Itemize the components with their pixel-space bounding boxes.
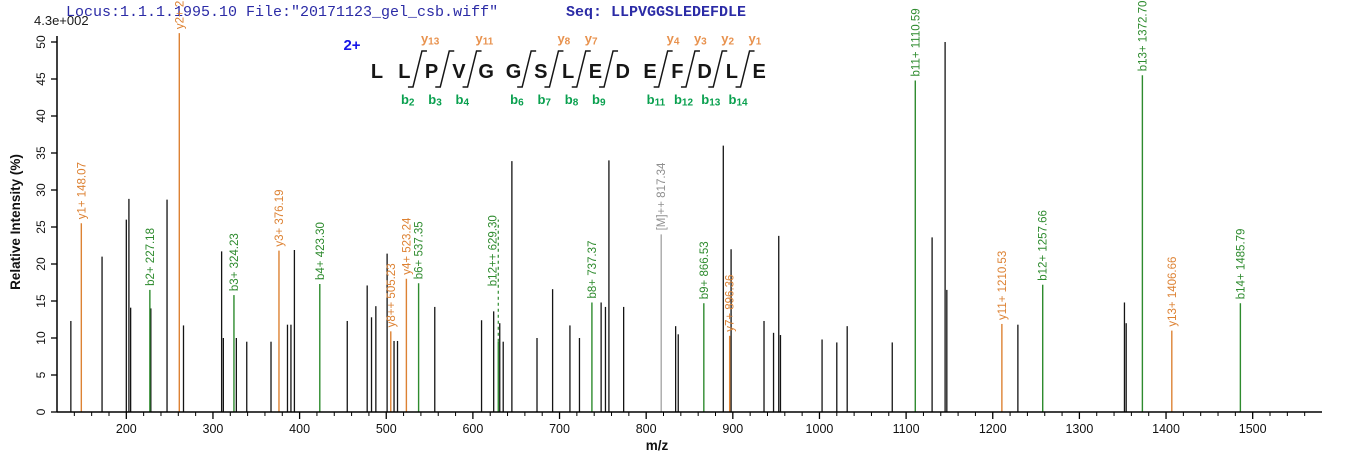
fragment-cut-mark — [735, 50, 755, 88]
y-tick-label: 10 — [34, 331, 48, 345]
fragment-cut-mark — [599, 50, 619, 88]
b-ion-tag: b14 — [729, 92, 749, 109]
y-axis-title: Relative Intensity (%) — [8, 154, 23, 290]
sequence-residue: D — [615, 61, 629, 83]
peak-label: b6+ 537.35 — [414, 221, 426, 279]
x-axis-title: m/z — [646, 438, 669, 453]
x-tick-label: 1400 — [1152, 422, 1180, 436]
y-tick-label: 30 — [34, 183, 48, 197]
peak-label: b11+ 1110.59 — [910, 8, 922, 76]
x-tick-label: 1200 — [979, 422, 1007, 436]
y-ion-tag: y2 — [721, 31, 734, 48]
y-tick-label: 0 — [34, 408, 48, 415]
fragment-cut-mark — [708, 50, 728, 88]
sequence-residue: E — [753, 61, 766, 83]
sequence-residue: G — [478, 61, 494, 83]
b-ion-tag: b11 — [647, 92, 666, 109]
fragment-cut-mark — [571, 50, 591, 88]
y-tick-label: 25 — [34, 220, 48, 234]
x-tick-label: 1300 — [1065, 422, 1093, 436]
sequence-residue: F — [671, 61, 683, 83]
x-tick-label: 1000 — [806, 422, 834, 436]
charge-state-label: 2+ — [343, 37, 360, 54]
peak-label: y4+ 523.24 — [401, 217, 413, 275]
peak-label: b2+ 227.18 — [145, 228, 157, 286]
sequence-residue: G — [506, 61, 522, 83]
peak-label: y3+ 376.19 — [274, 189, 286, 246]
peak-label: b4+ 423.30 — [315, 222, 327, 280]
y-ion-tag: y4 — [667, 31, 680, 48]
peak-label: y13+ 1406.66 — [1167, 257, 1179, 327]
y-tick-label: 40 — [34, 109, 48, 123]
fragment-cut-mark — [462, 50, 482, 88]
peak-label: b9+ 866.53 — [699, 241, 711, 299]
b-ion-tag: b9 — [592, 92, 606, 109]
peak-label: b12+ 1257.66 — [1038, 210, 1050, 281]
sequence-residue: L — [562, 61, 574, 83]
peak-label: b8+ 737.37 — [587, 241, 599, 299]
intensity-scale-label: 4.3e+002 — [34, 13, 89, 28]
y-ion-tag: y3 — [694, 31, 707, 48]
y-tick-label: 50 — [34, 35, 48, 49]
b-ion-tag: b12 — [674, 92, 694, 109]
y-ion-tag: y8 — [557, 31, 570, 48]
y-ion-tag: y7 — [585, 31, 598, 48]
b-ion-tag: b6 — [510, 92, 524, 109]
y-ion-tag: y1 — [749, 31, 762, 48]
y-ion-tag: y13 — [421, 31, 440, 48]
y-tick-label: 15 — [34, 294, 48, 308]
sequence-residue: V — [452, 61, 466, 83]
b-ion-tag: b4 — [456, 92, 470, 109]
sequence-residue: S — [534, 61, 547, 83]
fragment-cut-mark — [680, 50, 700, 88]
peak-label: [M]++ 817.34 — [656, 162, 668, 230]
y-tick-label: 45 — [34, 72, 48, 86]
b-ion-tag: b7 — [537, 92, 551, 109]
x-tick-label: 900 — [722, 422, 743, 436]
peak-label: y11+ 1210.53 — [997, 251, 1009, 320]
fragment-cut-mark — [517, 50, 537, 88]
sequence-residue: E — [643, 61, 656, 83]
y-tick-label: 35 — [34, 146, 48, 160]
b-ion-tag: b2 — [401, 92, 415, 109]
b-ion-tag: b3 — [428, 92, 442, 109]
x-tick-label: 600 — [462, 422, 483, 436]
locus-file-text: Locus:1.1.1.1995.10 File:"20171123_gel_c… — [66, 4, 499, 21]
b-ion-tag: b13 — [701, 92, 721, 109]
x-tick-label: 400 — [289, 422, 310, 436]
sequence-residue: L — [371, 61, 383, 83]
y-tick-label: 5 — [34, 371, 48, 378]
y-ion-tag: y11 — [476, 31, 494, 48]
sequence-header-text: Seq: LLPVGGSLEDEFDLE — [566, 4, 747, 21]
x-tick-label: 1500 — [1239, 422, 1267, 436]
peak-label: y2+ 261.15 — [174, 0, 186, 29]
peak-label: b12++ 629.30 — [487, 215, 499, 286]
fragment-cut-mark — [407, 50, 427, 88]
peak-label: y7+ 896.36 — [725, 275, 737, 332]
x-tick-label: 800 — [636, 422, 657, 436]
x-tick-label: 1100 — [893, 422, 920, 436]
peak-label: b13+ 1372.70 — [1137, 1, 1149, 72]
x-tick-label: 700 — [549, 422, 570, 436]
sequence-residue: L — [726, 61, 738, 83]
x-tick-label: 200 — [116, 422, 137, 436]
sequence-residue: D — [697, 61, 711, 83]
sequence-residue: E — [589, 61, 602, 83]
y-tick-label: 20 — [34, 257, 48, 271]
x-tick-label: 300 — [203, 422, 224, 436]
b-ion-tag: b8 — [565, 92, 579, 109]
peak-label: y8++ 505.23 — [386, 263, 398, 327]
x-tick-label: 500 — [376, 422, 397, 436]
peak-label: b3+ 324.23 — [229, 233, 241, 291]
fragment-cut-mark — [544, 50, 564, 88]
peak-label: b14+ 1485.79 — [1235, 229, 1247, 300]
peak-label: y1+ 148.07 — [76, 162, 88, 219]
sequence-residue: P — [425, 61, 438, 83]
fragment-cut-mark — [435, 50, 455, 88]
fragment-cut-mark — [653, 50, 673, 88]
sequence-residue: L — [398, 61, 410, 83]
